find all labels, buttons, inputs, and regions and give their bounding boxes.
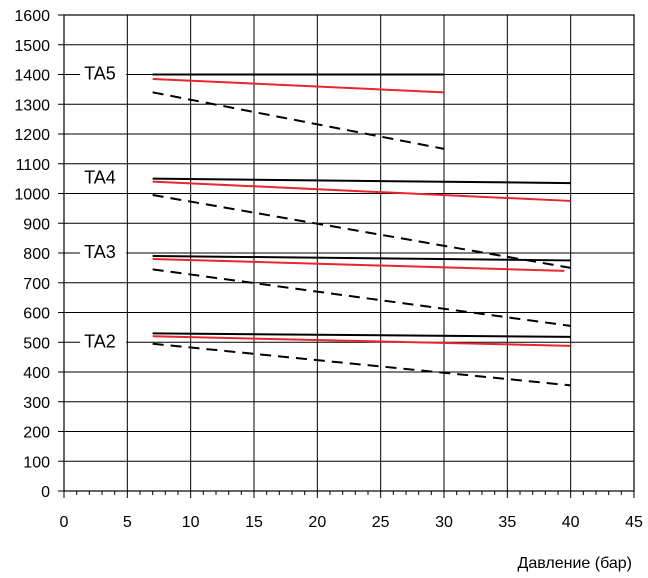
grid [63,14,635,492]
x-tick-label: 5 [123,514,132,531]
y-tick-label: 200 [23,425,50,442]
group-label-ta4: TA4 [84,168,116,188]
y-tick-label: 1600 [14,8,50,25]
x-tick-label: 10 [182,514,200,531]
ta3-black-dashed-line [152,268,571,327]
group-label-ta5: TA5 [84,64,116,84]
y-tick-label: 1500 [14,38,50,55]
x-tick-label: 45 [625,514,643,531]
x-tick-label: 30 [435,514,453,531]
ta4-black-solid-line [152,177,571,185]
y-tick-label: 800 [23,246,50,263]
x-tick-label: 25 [372,514,390,531]
y-tick-label: 300 [23,395,50,412]
y-tick-label: 1400 [14,68,50,85]
ta5-red-solid-line [152,77,445,94]
axes [58,14,635,498]
y-tick-label: 100 [23,454,50,471]
y-tick-label: 900 [23,216,50,233]
y-tick-label: 1200 [14,127,50,144]
group-label-ta2: TA2 [84,331,116,351]
x-tick-label: 0 [60,514,69,531]
y-tick-label: 400 [23,365,50,382]
x-tick-label: 35 [498,514,516,531]
group-labels: TA5 TA4 TA3 TA2 [80,60,127,353]
ta2-black-solid-line [152,332,571,338]
x-tick-label: 15 [245,514,263,531]
group-label-background [80,239,127,263]
group-label-ta3: TA3 [84,242,116,262]
y-tick-label: 500 [23,335,50,352]
y-tick-label: 1100 [16,157,51,174]
y-tick-label: 0 [41,484,50,501]
x-tick-label: 40 [562,514,580,531]
y-tick-label: 1000 [14,187,50,204]
y-tick-label: 600 [23,306,50,323]
ta3-red-solid-line [152,257,565,272]
x-axis-title: Давление (бар) [518,555,632,572]
series-lines [152,73,571,387]
ta2-red-solid-line [152,335,571,347]
group-label-background [80,328,127,353]
group-label-background [80,164,127,189]
ta3-black-solid-line [152,254,571,262]
tick-labels: 0 5 10 15 20 25 30 35 40 45 0 100 200 300 400 500 600 700… [14,8,643,531]
ta4-red-solid-line [152,180,571,202]
plot-border [63,14,635,492]
ta2-black-dashed-line [152,342,571,387]
group-label-background [80,60,127,85]
y-tick-label: 700 [23,276,50,293]
ta5-black-dashed-line [152,91,445,150]
x-tick-label: 20 [308,514,326,531]
y-tick-label: 1300 [14,97,50,114]
